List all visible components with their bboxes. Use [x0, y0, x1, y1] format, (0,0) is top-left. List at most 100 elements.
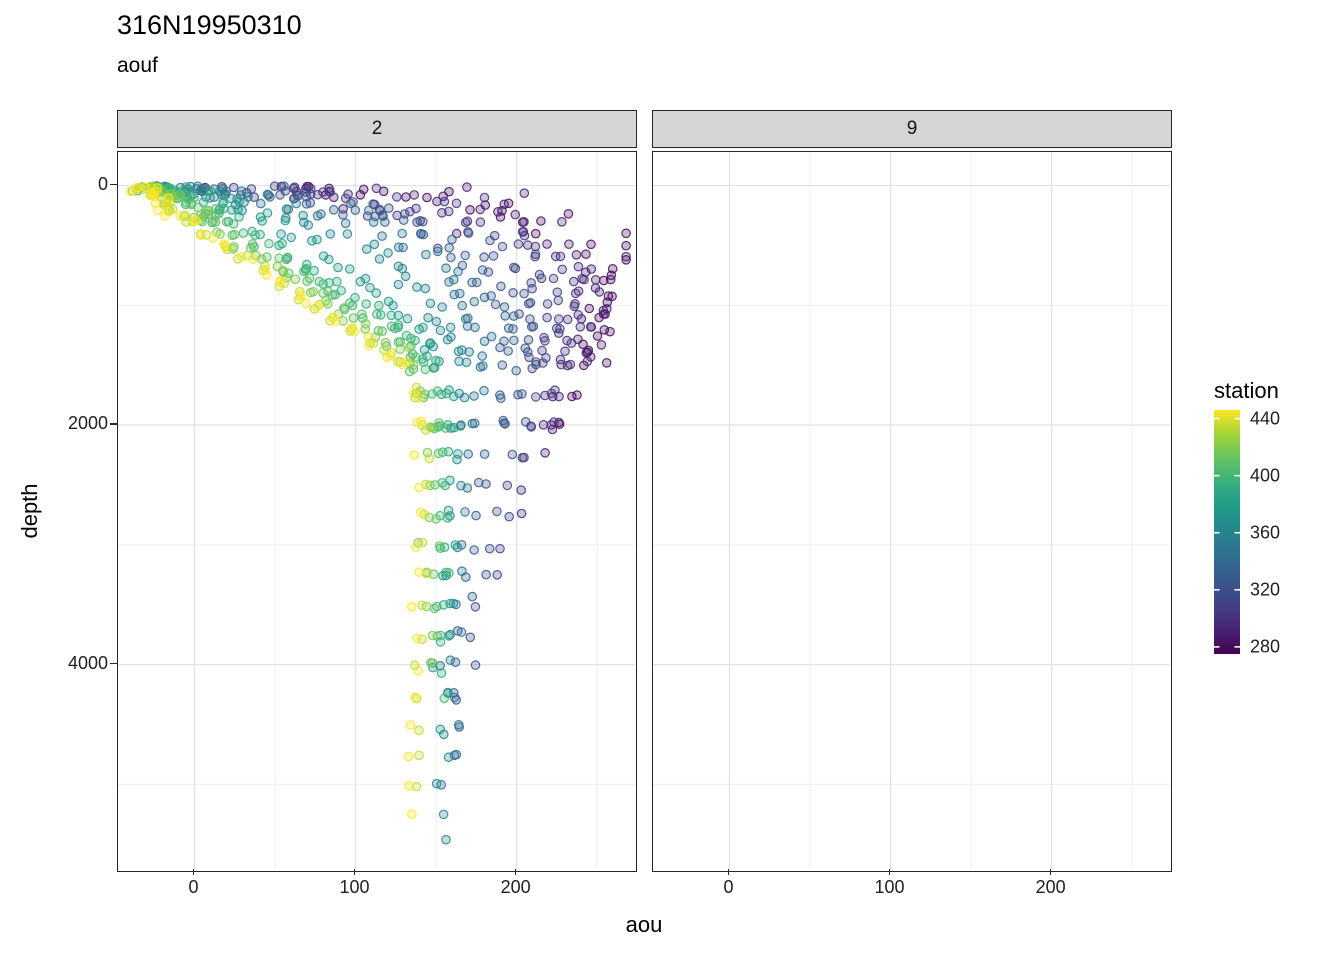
data-point: [360, 319, 371, 329]
data-point: [301, 198, 312, 209]
data-point: [383, 248, 393, 258]
data-point: [479, 292, 490, 303]
data-point: [538, 419, 549, 430]
data-point: [586, 322, 597, 332]
data-point: [404, 780, 414, 791]
data-point: [298, 210, 308, 221]
data-point: [290, 274, 301, 285]
data-point: [411, 633, 422, 644]
data-point: [227, 230, 237, 241]
data-point: [470, 601, 481, 612]
legend-tick-label: 280: [1250, 636, 1281, 657]
data-point: [324, 254, 334, 265]
data-point: [453, 719, 464, 730]
data-point: [365, 282, 375, 293]
data-point: [495, 212, 506, 222]
legend-tick: [1234, 474, 1240, 477]
data-point: [447, 234, 457, 245]
legend-tick: [1234, 588, 1240, 591]
data-point: [530, 251, 540, 262]
data-point: [414, 482, 424, 493]
data-point: [428, 569, 439, 579]
data-point: [159, 211, 170, 221]
data-point: [344, 264, 355, 274]
data-point: [519, 288, 529, 299]
data-point: [441, 263, 451, 273]
legend-colorbar: [1214, 410, 1240, 654]
data-point: [431, 514, 441, 524]
data-point: [605, 326, 615, 337]
data-point: [555, 324, 565, 334]
data-point: [348, 313, 359, 323]
data-point: [409, 450, 420, 460]
data-point: [542, 239, 552, 249]
x-tick-label: 100: [874, 877, 905, 897]
data-point: [490, 299, 501, 310]
data-point: [411, 542, 421, 552]
data-point: [308, 286, 318, 297]
data-point: [201, 206, 212, 216]
data-point: [590, 275, 601, 285]
data-point: [358, 184, 369, 195]
data-point: [420, 364, 431, 375]
data-point: [404, 342, 415, 353]
data-point: [383, 296, 394, 307]
data-point: [393, 337, 404, 347]
data-point: [572, 390, 582, 400]
data-point: [400, 271, 411, 282]
scatter-plot-facet-9: [653, 152, 1170, 870]
data-point: [509, 335, 519, 346]
data-point: [551, 323, 562, 334]
data-point: [364, 340, 374, 351]
data-point: [393, 261, 404, 272]
data-point: [524, 352, 534, 363]
data-point: [540, 336, 550, 346]
data-point: [401, 330, 412, 341]
data-point: [486, 331, 497, 342]
data-point: [531, 357, 541, 367]
y-tick-mark: [110, 423, 117, 425]
data-point: [282, 252, 293, 263]
data-point: [377, 231, 387, 241]
data-point: [481, 569, 491, 580]
data-point: [592, 331, 603, 341]
data-point: [448, 598, 459, 609]
data-point: [503, 346, 513, 356]
data-point: [513, 389, 523, 400]
data-point: [516, 485, 526, 495]
data-point: [444, 277, 454, 287]
data-point: [467, 591, 478, 602]
data-point: [479, 336, 490, 347]
data-point: [431, 316, 442, 327]
data-point: [523, 335, 534, 345]
data-point: [507, 449, 518, 460]
y-axis-title: depth: [17, 483, 42, 539]
data-point: [181, 217, 191, 227]
data-point: [485, 235, 495, 246]
data-point: [417, 600, 427, 611]
y-tick-mark: [110, 183, 117, 186]
data-point: [467, 418, 478, 429]
data-point: [295, 290, 305, 300]
x-tick-mark: [514, 869, 517, 875]
data-point: [238, 228, 249, 238]
data-point: [439, 693, 450, 704]
data-point: [325, 229, 336, 239]
x-tick-label: 200: [1035, 877, 1066, 897]
data-point: [516, 508, 527, 519]
data-point: [522, 240, 533, 250]
data-point: [453, 346, 464, 357]
data-point: [363, 332, 374, 343]
data-point: [275, 275, 286, 286]
legend-gradient: [1214, 410, 1240, 654]
data-point: [519, 217, 529, 227]
data-point: [465, 204, 475, 215]
data-point: [434, 541, 445, 551]
data-point: [439, 196, 450, 207]
data-point: [477, 265, 488, 275]
data-point: [598, 275, 609, 286]
data-point: [372, 309, 382, 319]
data-point: [309, 265, 319, 276]
data-point: [581, 348, 591, 358]
data-point: [537, 345, 547, 356]
